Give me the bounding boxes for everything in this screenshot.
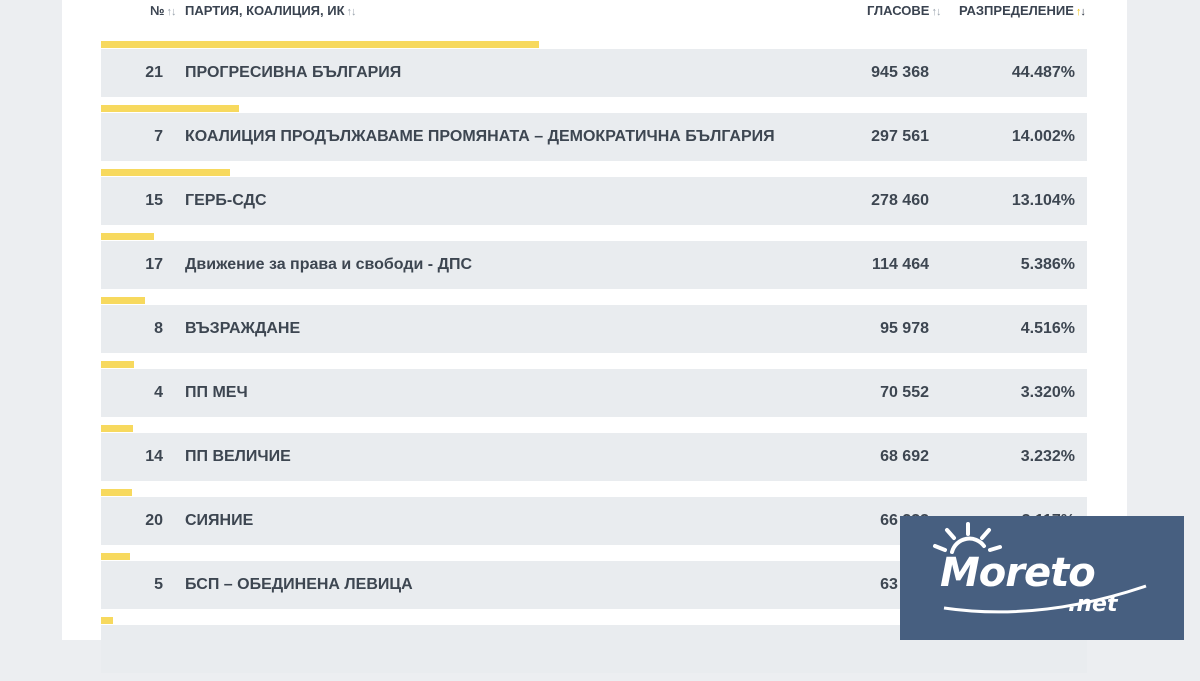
sort-icon[interactable]: ↑↓ — [346, 6, 357, 18]
party-name: КОАЛИЦИЯ ПРОДЪЛЖАВАМЕ ПРОМЯНАТА – ДЕМОКР… — [185, 128, 775, 145]
table-row: 8 ВЪЗРАЖДАНЕ 95 978 4.516% — [101, 297, 1087, 361]
sort-desc-icon[interactable]: ↑↓ — [1075, 6, 1086, 18]
share-bar — [101, 169, 230, 176]
share-bar — [101, 361, 134, 368]
party-votes: 297 561 — [871, 128, 929, 145]
share-bar — [101, 425, 133, 432]
party-number: 4 — [154, 384, 163, 401]
party-name: ПП МЕЧ — [185, 384, 248, 401]
party-percentage: 14.002% — [1011, 128, 1075, 145]
party-votes: 68 692 — [880, 448, 929, 465]
party-number — [101, 625, 163, 673]
column-number[interactable]: № ↑↓ — [150, 3, 176, 18]
logo-suffix: .net — [1068, 592, 1118, 617]
sun-icon — [933, 522, 1147, 614]
party-percentage: 44.487% — [1011, 64, 1075, 81]
moreto-logo-watermark: Moreto .net — [900, 516, 1184, 640]
party-name: ПРОГРЕСИВНА БЪЛГАРИЯ — [185, 64, 402, 81]
table-row: 21 ПРОГРЕСИВНА БЪЛГАРИЯ 945 368 44.487% — [101, 41, 1087, 105]
logo-brand: Moreto — [940, 550, 1096, 596]
party-percentage: 3.320% — [1020, 384, 1075, 401]
row-background — [101, 305, 1087, 353]
table-header: № ↑↓ ПАРТИЯ, КОАЛИЦИЯ, ИК ↑↓ ГЛАСОВЕ ↑↓ РАЗ… — [62, 0, 1127, 26]
row-background — [101, 241, 1087, 289]
party-percentage: 13.104% — [1011, 192, 1075, 209]
party-number: 7 — [154, 128, 163, 145]
share-bar — [101, 297, 145, 304]
party-number: 20 — [145, 512, 163, 529]
row-background — [101, 177, 1087, 225]
table-row: 17 Движение за права и свободи - ДПС 114 4… — [101, 233, 1087, 297]
party-votes: 70 552 — [880, 384, 929, 401]
column-distribution[interactable]: РАЗПРЕДЕЛЕНИЕ ↑↓ — [959, 3, 1086, 18]
table-row: 4 ПП МЕЧ 70 552 3.320% — [101, 361, 1087, 425]
table-row: 7 КОАЛИЦИЯ ПРОДЪЛЖАВАМЕ ПРОМЯНАТА – ДЕМОК… — [101, 105, 1087, 169]
share-bar — [101, 41, 539, 48]
sort-icon[interactable]: ↑↓ — [166, 6, 177, 18]
party-number: 21 — [145, 64, 163, 81]
party-number: 17 — [145, 256, 163, 273]
party-votes: 95 978 — [880, 320, 929, 337]
party-votes: 114 464 — [872, 256, 929, 273]
party-votes: 945 368 — [871, 64, 929, 81]
row-background — [101, 49, 1087, 97]
party-percentage: 5.386% — [1020, 256, 1075, 273]
party-percentage: 4.516% — [1020, 320, 1075, 337]
table-row: 14 ПП ВЕЛИЧИЕ 68 692 3.232% — [101, 425, 1087, 489]
column-party[interactable]: ПАРТИЯ, КОАЛИЦИЯ, ИК ↑↓ — [185, 3, 356, 18]
party-number: 14 — [145, 448, 163, 465]
share-bar — [101, 233, 154, 240]
party-name: ВЪЗРАЖДАНЕ — [185, 320, 301, 337]
share-bar — [101, 489, 132, 496]
share-bar — [101, 553, 130, 560]
row-background — [101, 433, 1087, 481]
party-name: СИЯНИЕ — [185, 512, 254, 529]
sort-icon[interactable]: ↑↓ — [931, 6, 941, 18]
column-votes[interactable]: ГЛАСОВЕ ↑↓ — [867, 3, 941, 18]
party-number: 8 — [154, 320, 163, 337]
table-row: 15 ГЕРБ-СДС 278 460 13.104% — [101, 169, 1087, 233]
party-number: 5 — [154, 576, 163, 593]
party-name: ГЕРБ-СДС — [185, 192, 267, 209]
party-votes: 278 460 — [871, 192, 929, 209]
party-number: 15 — [145, 192, 163, 209]
party-name: ПП ВЕЛИЧИЕ — [185, 448, 291, 465]
share-bar — [101, 617, 113, 624]
row-background — [101, 113, 1087, 161]
party-percentage: 3.232% — [1020, 448, 1075, 465]
party-name: БСП – ОБЕДИНЕНА ЛЕВИЦА — [185, 576, 413, 593]
row-background — [101, 369, 1087, 417]
share-bar — [101, 105, 239, 112]
party-name: Движение за права и свободи - ДПС — [185, 256, 473, 273]
results-panel: № ↑↓ ПАРТИЯ, КОАЛИЦИЯ, ИК ↑↓ ГЛАСОВЕ ↑↓ РАЗ… — [62, 0, 1127, 673]
